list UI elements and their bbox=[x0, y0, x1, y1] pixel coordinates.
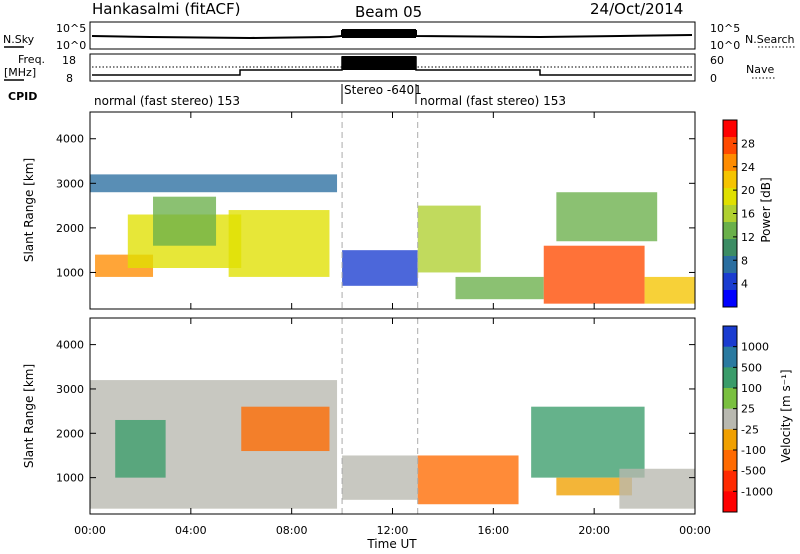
power-scatter-patch bbox=[644, 276, 695, 304]
cpid-segment-3: normal (fast stereo) 153 bbox=[420, 94, 566, 108]
power-colorbar-swatch bbox=[723, 205, 737, 223]
velocity-colorbar-tick-label: 25 bbox=[741, 403, 755, 416]
velocity-colorbar-tick-label: -500 bbox=[741, 465, 766, 478]
power-colorbar-swatch bbox=[723, 137, 737, 155]
power-colorbar-label: Power [dB] bbox=[759, 177, 773, 242]
power-scatter-patch bbox=[455, 276, 544, 300]
velocity-colorbar-swatch bbox=[723, 429, 737, 451]
power-colorbar-tick-label: 20 bbox=[741, 184, 755, 197]
power-scatter-patch bbox=[556, 192, 658, 242]
xtick-label: 16:00 bbox=[477, 524, 509, 537]
power-ytick-label: 4000 bbox=[56, 133, 84, 146]
power-colorbar-swatch bbox=[723, 154, 737, 172]
power-ytick-label: 2000 bbox=[56, 222, 84, 235]
freq-unit: [MHz] bbox=[4, 66, 36, 79]
power-colorbar-swatch bbox=[723, 171, 737, 189]
velocity-colorbar-tick-label: -25 bbox=[741, 423, 759, 436]
velocity-scatter-patch bbox=[556, 477, 632, 496]
power-scatter-patch bbox=[543, 245, 645, 304]
velocity-colorbar-tick-label: 500 bbox=[741, 361, 762, 374]
power-scatter-patch bbox=[228, 210, 330, 277]
velocity-colorbar-swatch bbox=[723, 470, 737, 492]
power-ytick-label: 1000 bbox=[56, 266, 84, 279]
power-colorbar-swatch bbox=[723, 256, 737, 274]
nave-tick-high: 60 bbox=[710, 54, 724, 67]
xtick-label: 00:00 bbox=[679, 524, 711, 537]
nsearch-tick-high: 10^5 bbox=[710, 22, 740, 35]
nsky-panel-frame bbox=[89, 21, 696, 50]
power-colorbar-tick-label: 8 bbox=[741, 254, 748, 267]
power-colorbar-swatch bbox=[723, 222, 737, 240]
cpid-label: CPID bbox=[8, 90, 37, 103]
nsky-tick-low: 10^0 bbox=[56, 39, 86, 52]
velocity-colorbar-swatch bbox=[723, 450, 737, 472]
power-scatter-patch bbox=[90, 174, 338, 193]
power-colorbar-tick-label: 28 bbox=[741, 137, 755, 150]
velocity-colorbar-swatch bbox=[723, 408, 737, 430]
power-colorbar-swatch bbox=[723, 273, 737, 291]
nave-tick-low: 0 bbox=[710, 72, 717, 85]
nsearch-tick-low: 10^0 bbox=[710, 39, 740, 52]
velocity-ytick-label: 4000 bbox=[56, 339, 84, 352]
power-colorbar-swatch bbox=[723, 239, 737, 257]
velocity-panel: Slant Range [km] 4000 3000 2000 1000 1000 50… bbox=[22, 317, 793, 515]
velocity-colorbar-swatch bbox=[723, 388, 737, 410]
power-colorbar-tick-label: 12 bbox=[741, 231, 755, 244]
velocity-ytick-label: 2000 bbox=[56, 427, 84, 440]
nsearch-label: N.Search bbox=[745, 33, 795, 46]
power-scatter-patch bbox=[153, 196, 217, 246]
xtick-label: 04:00 bbox=[175, 524, 207, 537]
freq-tick-high: 18 bbox=[62, 54, 76, 67]
power-panel: Slant Range [km] 4000 3000 2000 1000 28 24 20… bbox=[22, 111, 773, 310]
velocity-colorbar-label: Velocity [m s⁻¹] bbox=[779, 369, 793, 462]
power-ylabel: Slant Range [km] bbox=[22, 158, 36, 262]
velocity-colorbar-tick-label: -1000 bbox=[741, 485, 773, 498]
velocity-scatter-patch bbox=[241, 406, 330, 452]
freq-stereo-block bbox=[342, 56, 416, 70]
velocity-ylabel: Slant Range [km] bbox=[22, 364, 36, 468]
velocity-ytick-label: 1000 bbox=[56, 472, 84, 485]
velocity-colorbar-swatch bbox=[723, 491, 737, 513]
power-ytick-label: 3000 bbox=[56, 177, 84, 190]
freq-tick-low: 8 bbox=[66, 72, 73, 85]
velocity-scatter-patch bbox=[417, 455, 519, 505]
velocity-colorbar-frame bbox=[722, 325, 738, 513]
x-axis-label: Time UT bbox=[366, 537, 417, 551]
cpid-segment-2: Stereo -6401 bbox=[344, 83, 422, 97]
power-colorbar-swatch bbox=[723, 120, 737, 138]
date-title: 24/Oct/2014 bbox=[590, 0, 683, 18]
power-colorbar-tick-label: 24 bbox=[741, 161, 755, 174]
nsky-tick-high: 10^5 bbox=[56, 22, 86, 35]
power-scatter-patch bbox=[417, 205, 481, 273]
xtick-label: 12:00 bbox=[377, 524, 409, 537]
velocity-scatter-patch bbox=[619, 468, 695, 509]
freq-label: Freq. bbox=[18, 53, 45, 66]
xtick-label: 08:00 bbox=[276, 524, 308, 537]
velocity-colorbar-tick-label: 100 bbox=[741, 382, 762, 395]
nsky-stereo-block bbox=[342, 29, 416, 38]
velocity-scatter-patch bbox=[115, 419, 166, 478]
power-colorbar-tick-label: 4 bbox=[741, 278, 748, 291]
velocity-colorbar-tick-label: -100 bbox=[741, 444, 766, 457]
velocity-ytick-label: 3000 bbox=[56, 383, 84, 396]
xtick-label: 20:00 bbox=[578, 524, 610, 537]
nsky-label: N.Sky bbox=[3, 33, 35, 46]
nave-label: Nave bbox=[746, 63, 774, 76]
station-title: Hankasalmi (fitACF) bbox=[92, 0, 240, 18]
power-scatter-patch bbox=[342, 250, 418, 286]
beam-title: Beam 05 bbox=[355, 3, 422, 21]
freq-panel-frame bbox=[89, 53, 696, 82]
power-colorbar-tick-label: 16 bbox=[741, 208, 755, 221]
power-colorbar-swatch bbox=[723, 188, 737, 206]
power-colorbar-swatch bbox=[723, 290, 737, 308]
xtick-label: 00:00 bbox=[74, 524, 106, 537]
cpid-segment-1: normal (fast stereo) 153 bbox=[94, 94, 240, 108]
velocity-colorbar-swatch bbox=[723, 326, 737, 348]
velocity-colorbar-swatch bbox=[723, 346, 737, 368]
velocity-colorbar-swatch bbox=[723, 367, 737, 389]
velocity-colorbar-tick-label: 1000 bbox=[741, 341, 769, 354]
velocity-scatter-patch bbox=[531, 406, 645, 478]
velocity-scatter-patch bbox=[342, 455, 418, 500]
